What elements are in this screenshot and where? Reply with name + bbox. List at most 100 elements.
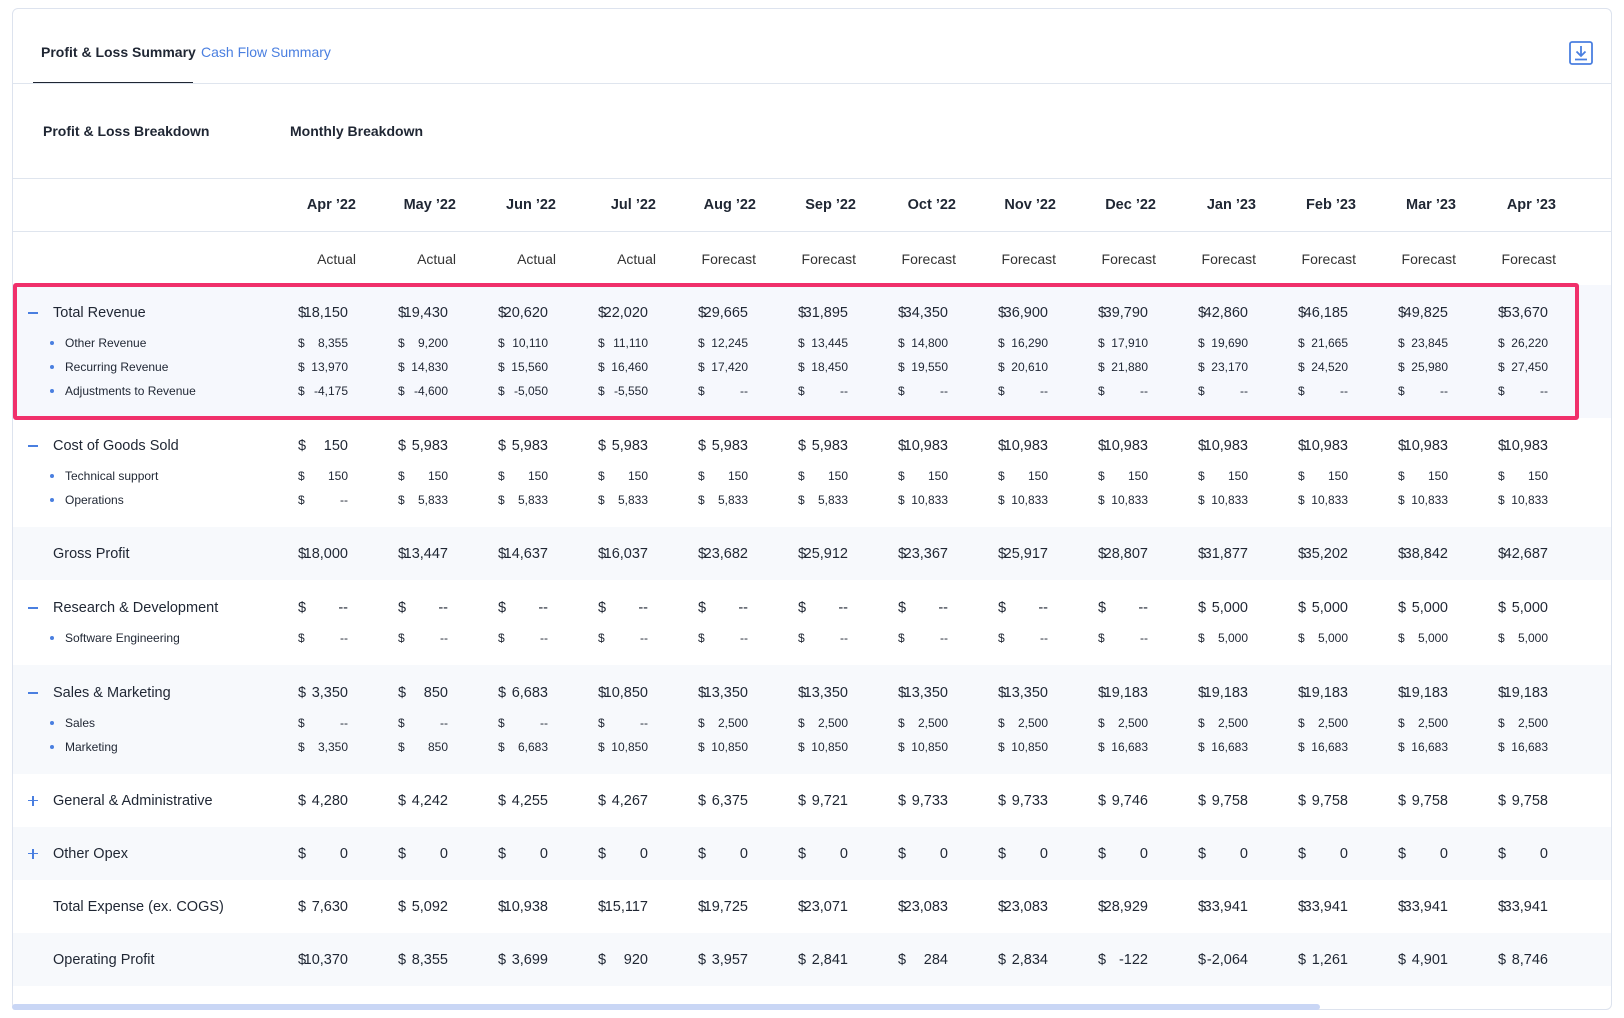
amount: 5,000 — [1317, 631, 1348, 645]
currency: $ — [798, 336, 805, 350]
currency: $ — [1098, 845, 1107, 862]
amount: 4,901 — [1411, 951, 1448, 968]
amount: -- — [438, 599, 448, 616]
currency: $ — [498, 437, 507, 454]
currency: $ — [1398, 360, 1405, 374]
section-title: Profit & Loss Breakdown — [43, 123, 210, 139]
currency: $ — [1498, 360, 1505, 374]
currency: $ — [998, 336, 1005, 350]
amount: 16,683 — [1311, 740, 1348, 754]
amount: 150 — [1127, 469, 1148, 483]
currency: $ — [1398, 437, 1407, 454]
currency: $ — [1498, 493, 1505, 507]
currency: $ — [598, 469, 605, 483]
amount: 10,850 — [911, 740, 948, 754]
column-kind: Forecast — [1501, 251, 1556, 267]
amount: 0 — [439, 845, 448, 862]
currency: $ — [998, 898, 1007, 915]
currency: $ — [798, 845, 807, 862]
amount: 46,185 — [1303, 304, 1348, 321]
row-label: Total Revenue — [53, 304, 146, 321]
toggle-line[interactable] — [28, 607, 38, 609]
currency: $ — [1398, 599, 1407, 616]
amount: 13,350 — [1003, 684, 1048, 701]
bullet — [50, 389, 54, 393]
currency: $ — [1198, 631, 1205, 645]
amount: 9,746 — [1111, 792, 1148, 809]
currency: $ — [1098, 951, 1107, 968]
amount: 23,170 — [1211, 360, 1248, 374]
currency: $ — [398, 437, 407, 454]
download-button[interactable] — [1569, 41, 1593, 65]
currency: $ — [1298, 493, 1305, 507]
currency: $ — [698, 493, 705, 507]
currency: $ — [698, 336, 705, 350]
amount: 0 — [1039, 845, 1048, 862]
amount: 10,833 — [1411, 493, 1448, 507]
amount: 25,980 — [1411, 360, 1448, 374]
currency: $ — [298, 384, 305, 398]
currency: $ — [598, 336, 605, 350]
row-label: Sales & Marketing — [53, 684, 171, 701]
tab[interactable]: Cash Flow Summary — [201, 44, 331, 60]
amount: 14,830 — [411, 360, 448, 374]
currency: $ — [1298, 599, 1307, 616]
amount: -- — [738, 599, 748, 616]
currency: $ — [898, 545, 907, 562]
currency: $ — [298, 792, 307, 809]
currency: $ — [1298, 898, 1307, 915]
amount: 2,834 — [1011, 951, 1048, 968]
amount: 11,110 — [613, 336, 648, 350]
amount: 2,500 — [1117, 716, 1148, 730]
toggle-line[interactable] — [28, 312, 38, 314]
currency: $ — [798, 716, 805, 730]
amount: 150 — [1027, 469, 1048, 483]
amount: 53,670 — [1503, 304, 1548, 321]
tab-active[interactable]: Profit & Loss Summary — [41, 44, 196, 60]
currency: $ — [798, 951, 807, 968]
toggle-line[interactable] — [28, 692, 38, 694]
column-kind: Forecast — [1101, 251, 1156, 267]
amount: 2,841 — [811, 951, 848, 968]
amount: 150 — [427, 469, 448, 483]
amount: 2,500 — [1417, 716, 1448, 730]
currency: $ — [1398, 898, 1407, 915]
column-kind: Actual — [417, 251, 456, 267]
amount: -- — [1140, 631, 1148, 645]
amount: 850 — [423, 684, 448, 701]
currency: $ — [698, 792, 707, 809]
currency: $ — [1398, 469, 1405, 483]
currency: $ — [1198, 716, 1205, 730]
currency: $ — [898, 792, 907, 809]
amount: 13,445 — [811, 336, 848, 350]
amount: 9,758 — [1511, 792, 1548, 809]
scrollbar[interactable] — [12, 1004, 1320, 1010]
currency: $ — [698, 716, 705, 730]
currency: $ — [1398, 684, 1407, 701]
amount: 5,833 — [617, 493, 648, 507]
amount: 23,083 — [1003, 898, 1048, 915]
amount: 33,941 — [1403, 898, 1448, 915]
currency: $ — [1198, 845, 1207, 862]
currency: $ — [1198, 384, 1205, 398]
divider — [13, 231, 1611, 232]
item-label: Recurring Revenue — [65, 360, 169, 374]
currency: $ — [1298, 740, 1305, 754]
amount: -- — [1440, 384, 1448, 398]
amount: 0 — [1339, 845, 1348, 862]
amount: 39,790 — [1103, 304, 1148, 321]
item-label: Technical support — [65, 469, 159, 483]
amount: 5,833 — [517, 493, 548, 507]
currency: $ — [1498, 740, 1505, 754]
amount: -- — [940, 384, 948, 398]
toggle-line[interactable] — [32, 795, 34, 806]
column-month: Sep ’22 — [805, 196, 856, 213]
currency: $ — [1098, 631, 1105, 645]
amount: 9,721 — [811, 792, 848, 809]
amount: 10,983 — [1403, 437, 1448, 454]
amount: 16,037 — [603, 545, 648, 562]
amount: 9,758 — [1411, 792, 1448, 809]
toggle-line[interactable] — [32, 848, 34, 859]
currency: $ — [1298, 336, 1305, 350]
toggle-line[interactable] — [28, 445, 38, 447]
